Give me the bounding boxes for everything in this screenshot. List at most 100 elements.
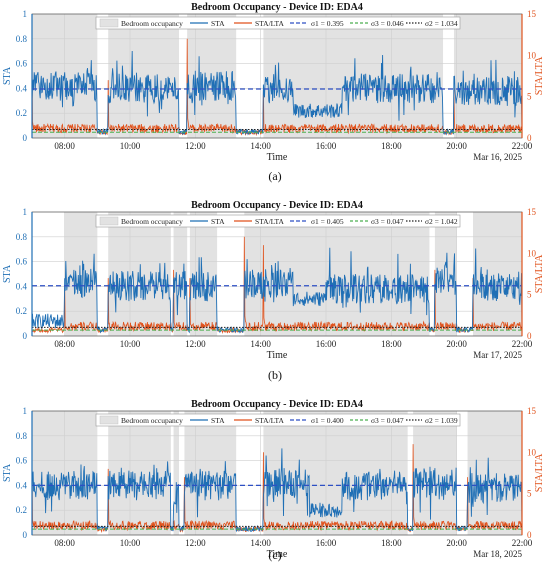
y-tick-label: 0.8 [16,232,28,242]
y-tick-label: 0.8 [16,431,28,441]
y-right-tick-label: 0 [527,133,532,143]
y-right-tick-label: 5 [527,489,532,499]
legend-sigma1-label: σ1 = 0.400 [311,416,344,425]
caption-a: (a) [268,169,282,183]
x-tick-label: 22:00 [512,339,533,349]
legend-box [95,214,461,228]
y-tick-label: 0.4 [16,83,28,93]
date-label: Mar 17, 2025 [473,350,522,360]
y-right-tick-label: 15 [527,9,537,19]
legend-sigma1-label: σ1 = 0.405 [311,217,344,226]
series-sta-line [31,50,523,136]
legend-sigma2-label: σ2 = 1.042 [425,217,458,226]
legend-box [95,413,461,427]
y-right-tick-label: 15 [527,207,537,217]
legend-sta-label: STA [211,217,225,226]
y-tick-label: 0.6 [16,257,28,267]
occupancy-band [108,411,171,535]
legend-sta-label: STA [211,416,225,425]
x-tick-label: 08:00 [54,141,75,151]
x-tick-label: 18:00 [381,538,402,548]
x-axis-label: Time [267,350,288,361]
x-tick-label: 22:00 [512,538,533,548]
legend-occupancy-label: Bedroom occupancy [121,19,183,28]
series-sta-line [31,247,523,334]
y-right-axis-label: STA/LTA [534,453,545,492]
y-right-tick-label: 5 [527,290,532,300]
y-tick-label: 0.4 [16,480,28,490]
caption-b: (b) [268,368,282,382]
x-tick-label: 08:00 [54,538,75,548]
y-right-tick-label: 10 [527,50,537,60]
y-tick-label: 0.2 [16,505,27,515]
legend-occupancy-label: Bedroom occupancy [121,416,183,425]
y-tick-label: 1 [23,406,28,416]
x-tick-label: 20:00 [446,141,467,151]
x-tick-label: 14:00 [250,141,271,151]
legend-occupancy-swatch [99,415,119,425]
y-axis-label: STA [2,66,13,85]
occupancy-band [434,212,457,336]
series-sta-line [31,448,523,533]
x-tick-label: 14:00 [250,339,271,349]
y-right-tick-label: 0 [527,530,532,540]
legend-occupancy-swatch [99,216,119,226]
occupancy-band [173,411,179,535]
legend-sigma3-label: σ3 = 0.047 [371,217,404,226]
legend-sigma3-label: σ3 = 0.046 [371,19,404,28]
y-tick-label: 1 [23,9,28,19]
y-tick-label: 0 [23,133,28,143]
y-tick-label: 0.6 [16,59,28,69]
x-tick-label: 18:00 [381,141,402,151]
x-tick-label: 16:00 [316,538,337,548]
y-tick-label: 0.2 [16,306,27,316]
chart-title: Bedroom Occupancy - Device ID: EDA4 [191,200,363,211]
y-right-tick-label: 10 [527,447,537,457]
x-axis-label: Time [267,152,288,163]
y-axis-label: STA [2,463,13,482]
y-axis-label: STA [2,264,13,283]
x-tick-label: 22:00 [512,141,533,151]
x-tick-label: 16:00 [316,339,337,349]
chart-title: Bedroom Occupancy - Device ID: EDA4 [191,399,363,410]
occupancy-band [263,411,408,535]
legend-ratio-label: STA/LTA [255,416,285,425]
legend-box [95,16,461,30]
x-tick-label: 10:00 [120,538,141,548]
y-tick-label: 1 [23,207,28,217]
occupancy-band [184,411,237,535]
date-label: Mar 16, 2025 [473,152,522,162]
y-right-tick-label: 10 [527,248,537,258]
y-tick-label: 0.6 [16,456,28,466]
legend-ratio-label: STA/LTA [255,19,285,28]
y-tick-label: 0 [23,331,28,341]
date-label: Mar 18, 2025 [473,549,522,559]
y-right-tick-label: 15 [527,406,537,416]
y-tick-label: 0.4 [16,281,28,291]
occupancy-band [263,14,444,138]
legend-ratio-label: STA/LTA [255,217,285,226]
y-right-tick-label: 5 [527,92,532,102]
y-tick-label: 0.2 [16,108,27,118]
x-tick-label: 12:00 [185,141,206,151]
legend-sigma1-label: σ1 = 0.395 [311,19,344,28]
x-tick-label: 20:00 [446,339,467,349]
caption-c: (c) [268,548,282,562]
legend-sigma2-label: σ2 = 1.039 [425,416,458,425]
occupancy-band [108,14,179,138]
x-axis-label: Time [267,549,288,560]
x-tick-label: 08:00 [54,339,75,349]
chart-title: Bedroom Occupancy - Device ID: EDA4 [191,2,363,13]
x-tick-label: 12:00 [185,538,206,548]
y-right-tick-label: 0 [527,331,532,341]
legend-occupancy-label: Bedroom occupancy [121,217,183,226]
legend-occupancy-swatch [99,18,119,28]
x-tick-label: 20:00 [446,538,467,548]
x-tick-label: 10:00 [120,141,141,151]
series-sta-lta-line [31,236,523,335]
x-tick-label: 10:00 [120,339,141,349]
occupancy-band [453,14,522,138]
